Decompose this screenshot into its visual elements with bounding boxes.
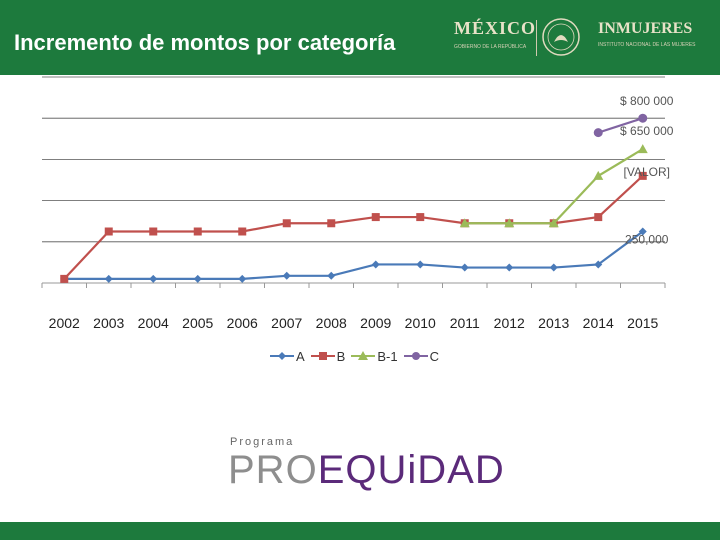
data-point-a <box>638 227 647 236</box>
data-point-b1 <box>637 144 648 154</box>
x-axis-ticks: 2002 2003 2004 2005 2006 2007 2008 2009 2010 2011… <box>49 315 659 331</box>
legend-item-a: A <box>270 349 305 364</box>
proequidad-wordmark: PROEQUiDAD <box>228 448 505 493</box>
data-point-b <box>149 227 158 236</box>
data-point-a <box>104 274 113 283</box>
data-point-b1 <box>548 218 559 228</box>
data-point-b <box>60 274 69 283</box>
mexico-logo: MÉXICO GOBIERNO DE LA REPÚBLICA <box>450 14 590 60</box>
x-tick-label: 2002 <box>49 315 80 331</box>
data-point-b <box>371 213 380 222</box>
x-tick-label: 2015 <box>627 315 658 331</box>
data-label: [VALOR] <box>624 165 670 179</box>
x-tick-label: 2003 <box>93 315 124 331</box>
x-tick-label: 2014 <box>583 315 614 331</box>
data-point-a <box>505 263 514 272</box>
chart-series <box>60 113 648 283</box>
series-line-c <box>597 117 644 134</box>
legend-label: B-1 <box>377 348 398 364</box>
proequidad-equidad: EQUiDAD <box>317 448 505 492</box>
eagle-seal-icon <box>542 18 580 56</box>
logo-separator <box>536 20 537 56</box>
data-point-b <box>104 227 113 236</box>
x-tick-label: 2012 <box>494 315 525 331</box>
series-line-a <box>64 230 644 280</box>
data-point-b1 <box>504 218 515 228</box>
programa-label: Programa <box>230 436 295 448</box>
legend-marker-icon <box>351 351 376 360</box>
series-line-b1 <box>464 148 644 225</box>
data-point-a <box>282 271 291 280</box>
data-point-b1 <box>593 170 604 180</box>
x-tick-label: 2009 <box>360 315 391 331</box>
data-point-b <box>638 171 647 180</box>
legend-marker-icon <box>270 352 294 360</box>
x-tick-label: 2013 <box>538 315 569 331</box>
x-tick-label: 2004 <box>138 315 169 331</box>
chart-data-labels: $ 800 000 $ 650 000 [VALOR] 250,000 <box>620 94 674 246</box>
inmujeres-logo: INMUJERES INSTITUTO NACIONAL DE LAS MUJE… <box>598 20 708 60</box>
data-point-a <box>594 260 603 269</box>
data-point-a <box>460 263 469 272</box>
data-point-b <box>282 219 291 228</box>
legend-item-c: C <box>403 348 439 364</box>
data-point-b1 <box>459 218 470 228</box>
x-tick-label: 2006 <box>227 315 258 331</box>
data-label: $ 800 000 <box>620 94 674 108</box>
chart-grid <box>41 76 666 288</box>
mexico-logo-subtitle: GOBIERNO DE LA REPÚBLICA <box>454 44 527 50</box>
data-point-a <box>149 274 158 283</box>
x-tick-label: 2005 <box>182 315 213 331</box>
proequidad-pro: PRO <box>228 448 318 492</box>
series-line-b <box>63 175 644 280</box>
inmujeres-logo-text: INMUJERES <box>598 20 693 37</box>
footer-bar <box>0 522 720 540</box>
page-title: Incremento de montos por categoría <box>14 30 396 55</box>
data-point-a <box>549 263 558 272</box>
mexico-logo-text: MÉXICO <box>454 18 536 38</box>
x-tick-label: 2007 <box>271 315 302 331</box>
legend-item-b1: B-1 <box>351 348 398 364</box>
legend-label: C <box>429 348 439 364</box>
data-point-b <box>238 227 247 236</box>
legend-marker-icon <box>403 352 428 360</box>
chart-legend: A B B-1 C <box>270 346 439 366</box>
data-point-a <box>416 260 425 269</box>
header-bar: Incremento de montos por categoría MÉXIC… <box>0 0 720 75</box>
data-point-a <box>193 274 202 283</box>
data-label: $ 650 000 <box>620 124 674 138</box>
x-tick-label: 2008 <box>316 315 347 331</box>
proequidad-logo: Programa PROEQUiDAD <box>228 436 528 496</box>
data-point-a <box>371 260 380 269</box>
x-tick-label: 2010 <box>405 315 436 331</box>
line-chart: $ 800 000$ 650 000[VALOR]250,000 2002 200… <box>41 76 674 331</box>
data-point-a <box>327 271 336 280</box>
legend-label: A <box>296 348 305 364</box>
legend-item-b: B <box>310 348 346 364</box>
inmujeres-logo-subtitle: INSTITUTO NACIONAL DE LAS MUJERES <box>598 42 696 48</box>
data-point-b <box>416 213 425 222</box>
legend-label: B <box>336 348 346 364</box>
data-point-a <box>238 274 247 283</box>
legend-marker-icon <box>310 352 335 360</box>
data-point-c <box>593 128 603 138</box>
x-tick-label: 2011 <box>450 315 480 331</box>
data-label: 250,000 <box>625 233 669 247</box>
data-point-b <box>193 227 202 236</box>
data-point-b <box>594 213 603 222</box>
data-point-b <box>327 219 336 228</box>
data-point-c <box>638 113 648 123</box>
